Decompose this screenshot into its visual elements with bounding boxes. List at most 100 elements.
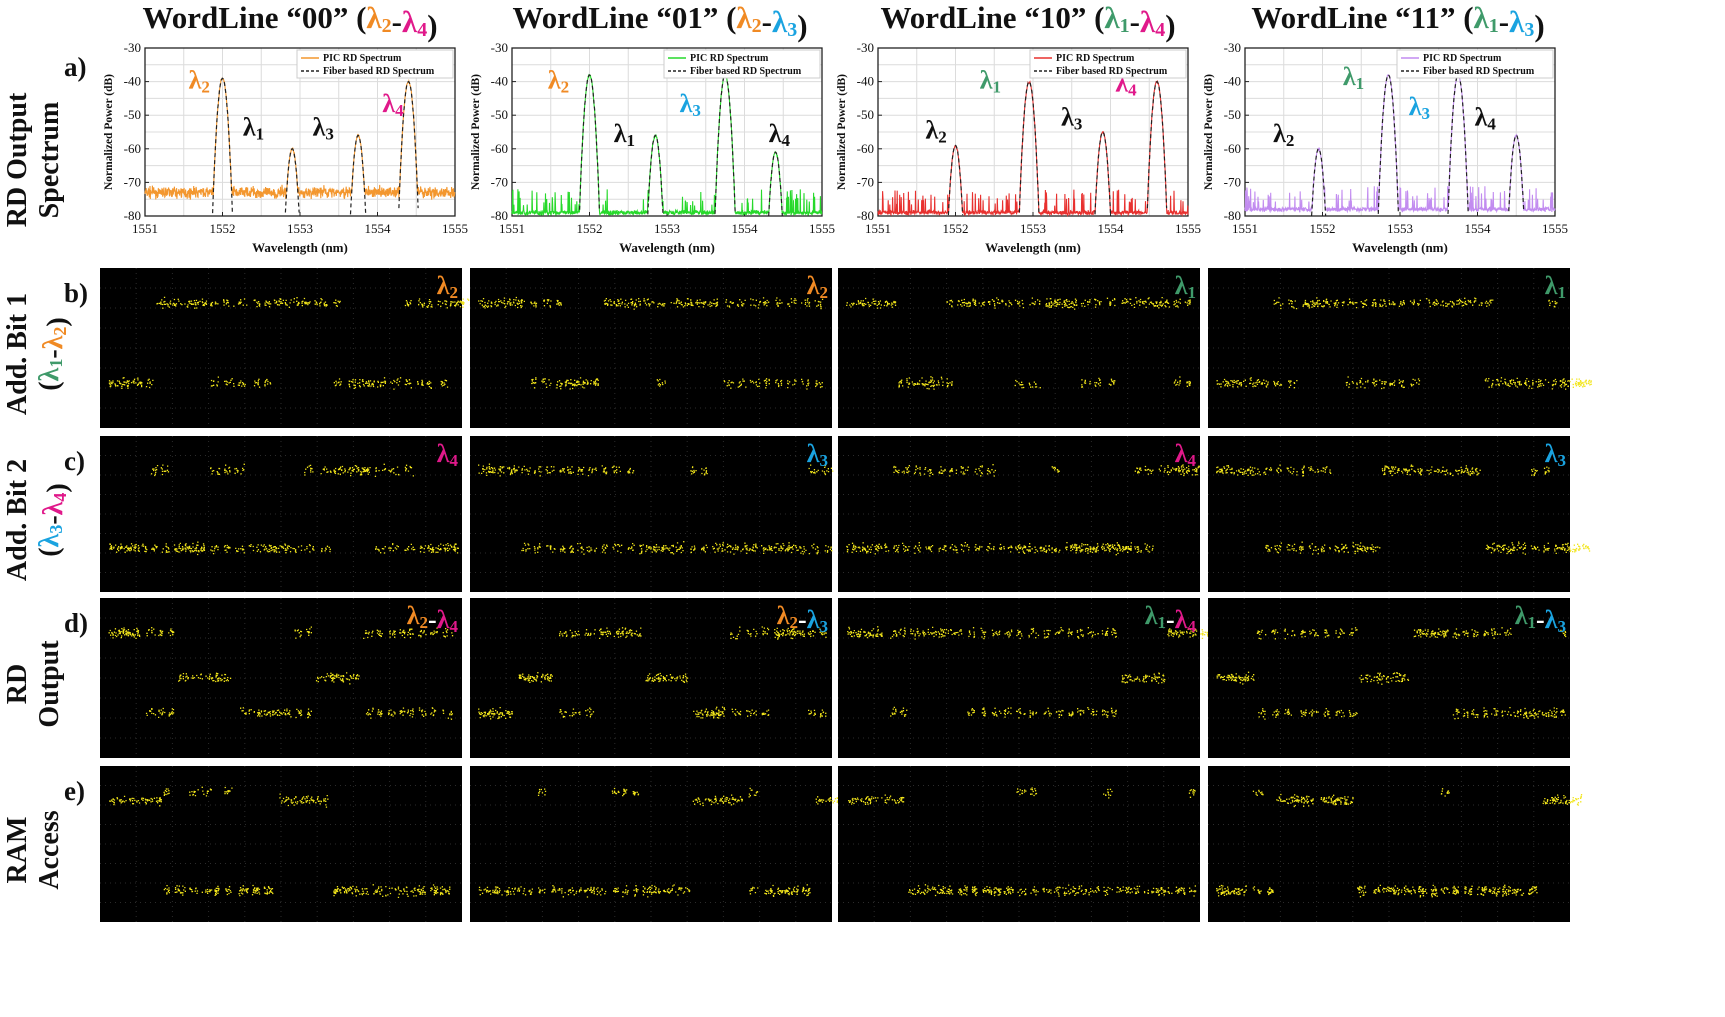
lambda-subscript: 1 bbox=[1120, 15, 1130, 37]
title-suffix: ) bbox=[427, 8, 437, 43]
y-tick-label: -80 bbox=[124, 208, 141, 223]
column-titles: WordLine “00” (λ2-λ4) WordLine “01” (λ2-λ… bbox=[142, 0, 1544, 43]
y-tick-label: -40 bbox=[491, 74, 508, 89]
series-line-pic bbox=[144, 77, 456, 200]
lambda-subscript: 3 bbox=[820, 451, 829, 470]
y-tick-label: -40 bbox=[1224, 74, 1241, 89]
x-tick-label: 1553 bbox=[1387, 221, 1413, 236]
peak-label: λ1 bbox=[1343, 62, 1364, 93]
legend-label-fiber: Fiber based RD Spectrum bbox=[1056, 66, 1168, 77]
lambda-subscript: 4 bbox=[50, 493, 70, 502]
x-tick-label: 1554 bbox=[1465, 221, 1492, 236]
lambda-glyph: λ bbox=[243, 112, 256, 141]
y-tick-label: -30 bbox=[491, 40, 508, 55]
x-axis-label: Wavelength (nm) bbox=[619, 240, 715, 255]
scope-trace bbox=[478, 463, 834, 555]
row-label-line: Output bbox=[34, 640, 65, 728]
lambda-subscript: 1 bbox=[1188, 283, 1197, 302]
lambda-glyph: λ bbox=[1509, 4, 1525, 39]
y-tick-label: -80 bbox=[857, 208, 874, 223]
lambda-subscript: 2 bbox=[1286, 131, 1295, 150]
lambda-subscript: 3 bbox=[787, 19, 797, 41]
spectrum-charts: 1551 1552 1553 1554 1555 -30 -40 -50 -60 -70 -80 Wa… bbox=[103, 40, 1568, 255]
lambda-glyph: λ bbox=[614, 119, 627, 148]
x-tick-label: 1554 bbox=[732, 221, 759, 236]
lambda-glyph: λ bbox=[1145, 601, 1158, 630]
title-dash: - bbox=[1499, 4, 1509, 39]
row-letter: c) bbox=[64, 446, 85, 476]
lambda-glyph: λ bbox=[189, 65, 202, 94]
x-tick-label: 1551 bbox=[132, 221, 158, 236]
series-line-fiber bbox=[212, 77, 233, 214]
legend-label-fiber: Fiber based RD Spectrum bbox=[1423, 66, 1535, 77]
lambda-glyph: λ bbox=[548, 65, 561, 94]
y-tick-label: -30 bbox=[1224, 40, 1241, 55]
series-line-fiber bbox=[714, 74, 736, 214]
scope-trace bbox=[108, 626, 454, 720]
scope-panel: λ1 bbox=[838, 268, 1200, 428]
spectrum-chart: 1551 1552 1553 1554 1555 -30 -40 -50 -60 -70 -80 Wa… bbox=[1203, 40, 1568, 255]
scope-panel bbox=[470, 766, 871, 922]
spectrum-chart: 1551 1552 1553 1554 1555 -30 -40 -50 -60 -70 -80 Wa… bbox=[470, 40, 835, 255]
lambda-glyph: λ bbox=[382, 89, 395, 118]
y-tick-label: -80 bbox=[1224, 208, 1241, 223]
tag-separator: - bbox=[1166, 605, 1175, 634]
paren-open: ( bbox=[34, 547, 65, 556]
scope-trace bbox=[846, 464, 1200, 556]
lambda-subscript: 1 bbox=[1158, 613, 1167, 632]
legend-box bbox=[663, 49, 821, 79]
lambda-subscript: 3 bbox=[692, 101, 701, 120]
row-label-line: (λ1-λ2) bbox=[34, 317, 73, 391]
title-suffix: ) bbox=[1165, 8, 1175, 43]
lambda-glyph: λ bbox=[772, 4, 788, 39]
row-label-line: Access bbox=[34, 810, 65, 889]
y-axis-label: Normalized Power (dB) bbox=[836, 74, 848, 190]
series-line-fiber bbox=[579, 74, 600, 210]
wavelength-tag: λ2-λ3 bbox=[777, 601, 828, 636]
peak-label: λ2 bbox=[925, 116, 946, 147]
wavelength-tag: λ3 bbox=[807, 439, 828, 470]
title-prefix: WordLine “01” ( bbox=[512, 0, 736, 35]
legend-label-fiber: Fiber based RD Spectrum bbox=[323, 66, 435, 77]
lambda-subscript: 1 bbox=[627, 131, 636, 150]
series-line-pic bbox=[1244, 74, 1556, 214]
x-axis-label: Wavelength (nm) bbox=[252, 240, 348, 255]
y-tick-label: -70 bbox=[491, 174, 508, 189]
lambda-subscript: 2 bbox=[790, 613, 799, 632]
x-tick-label: 1553 bbox=[654, 221, 680, 236]
series-line-fiber bbox=[1377, 74, 1399, 214]
lambda-subscript: 3 bbox=[1558, 451, 1567, 470]
lambda-glyph: λ bbox=[1175, 271, 1188, 300]
lambda-glyph: λ bbox=[980, 65, 993, 94]
wavelength-tag: λ1 bbox=[1545, 271, 1566, 302]
y-tick-label: -60 bbox=[857, 141, 874, 156]
y-tick-label: -80 bbox=[491, 208, 508, 223]
lambda-subscript: 1 bbox=[1489, 15, 1499, 37]
title-dash: - bbox=[392, 4, 402, 39]
peak-label: λ1 bbox=[614, 119, 635, 150]
legend-label-pic: PIC RD Spectrum bbox=[1423, 53, 1502, 64]
peak-label: λ1 bbox=[980, 65, 1001, 96]
x-tick-label: 1551 bbox=[499, 221, 525, 236]
lambda-subscript: 2 bbox=[420, 613, 429, 632]
title-prefix: WordLine “11” ( bbox=[1251, 0, 1473, 35]
lambda-subscript: 1 bbox=[1558, 283, 1567, 302]
lambda-glyph: λ bbox=[1409, 92, 1422, 121]
scope-trace bbox=[846, 296, 1191, 390]
scope-trace bbox=[478, 296, 824, 390]
lambda-subscript: 3 bbox=[1558, 617, 1567, 636]
lambda-glyph: λ bbox=[1175, 605, 1188, 634]
series-line-fiber bbox=[947, 144, 964, 216]
x-tick-label: 1554 bbox=[365, 221, 392, 236]
y-tick-label: -40 bbox=[124, 74, 141, 89]
lambda-glyph: λ bbox=[1175, 439, 1188, 468]
x-tick-label: 1551 bbox=[1232, 221, 1258, 236]
column-title: WordLine “00” (λ2-λ4) bbox=[142, 0, 437, 43]
lambda-glyph: λ bbox=[437, 605, 450, 634]
lambda-subscript: 2 bbox=[752, 15, 762, 37]
peak-label: λ4 bbox=[1475, 102, 1497, 133]
wavelength-tag: λ4 bbox=[1175, 439, 1197, 470]
lambda-subscript: 4 bbox=[782, 131, 791, 150]
lambda-glyph: λ bbox=[437, 271, 450, 300]
